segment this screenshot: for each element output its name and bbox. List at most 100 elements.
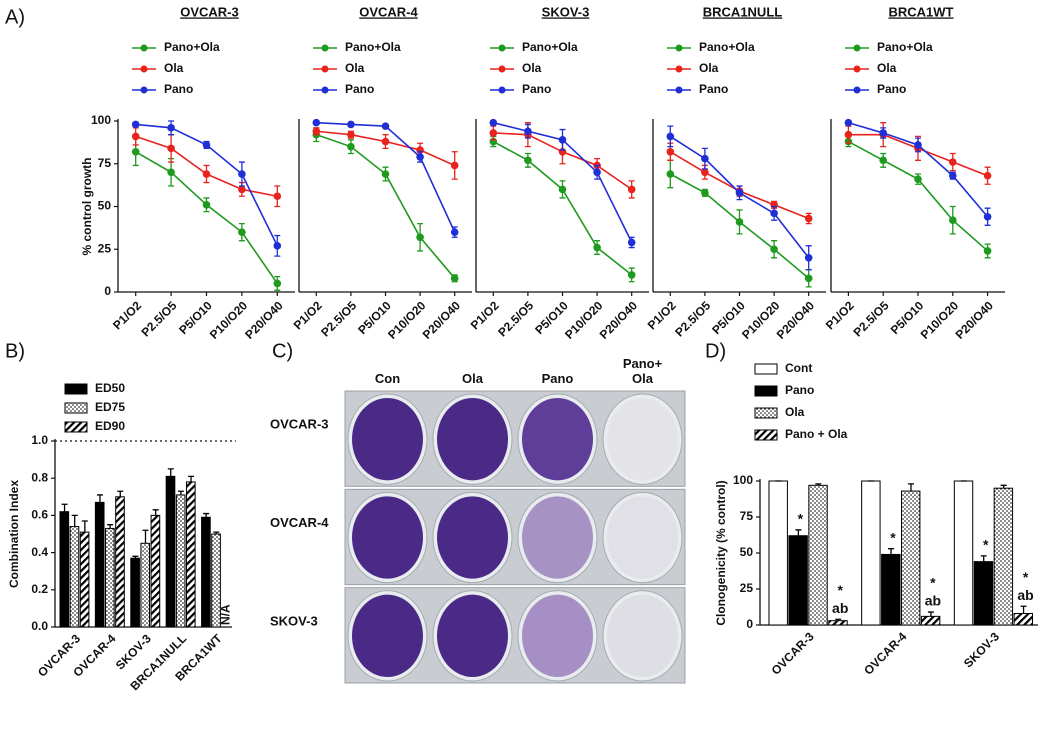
panel-label: C) xyxy=(272,340,293,362)
data-point xyxy=(593,244,601,252)
legend-marker xyxy=(854,45,861,52)
legend-swatch xyxy=(65,422,87,432)
legend-marker xyxy=(141,87,148,94)
data-point xyxy=(347,143,355,151)
bar xyxy=(80,532,89,627)
data-point xyxy=(382,122,390,130)
y-tick-label: 50 xyxy=(98,199,112,213)
legend-label: Ola xyxy=(345,61,365,75)
data-point xyxy=(984,172,992,180)
data-point xyxy=(167,169,175,177)
data-point xyxy=(736,189,744,197)
data-point xyxy=(805,254,813,262)
data-point xyxy=(628,239,636,247)
data-point xyxy=(701,169,709,177)
legend-swatch xyxy=(755,364,777,374)
legend-label: Pano+Ola xyxy=(699,40,755,54)
bar xyxy=(95,502,104,627)
row-label: SKOV-3 xyxy=(270,613,318,628)
data-point xyxy=(451,275,459,283)
x-tick-label: P2.5/O5 xyxy=(495,298,536,339)
na-label: N/A xyxy=(219,604,233,625)
error-bar xyxy=(1021,606,1027,613)
y-tick-label: 0 xyxy=(104,284,111,298)
bar xyxy=(70,527,79,627)
data-point xyxy=(667,133,675,141)
legend-label: Pano xyxy=(522,82,551,96)
y-tick-label: 0.2 xyxy=(31,582,48,596)
significance-label: * xyxy=(890,529,896,545)
column-label-box: Pano+ Ola xyxy=(600,340,685,386)
error-bar xyxy=(117,491,123,497)
data-point xyxy=(524,157,532,165)
data-point xyxy=(805,275,813,283)
legend-swatch xyxy=(755,386,777,396)
panel-label: B) xyxy=(5,340,25,362)
data-point xyxy=(593,169,601,177)
bar xyxy=(902,491,920,625)
legend-label: Ola xyxy=(785,405,805,419)
y-tick-label: 0.0 xyxy=(31,619,48,633)
legend-label: Ola xyxy=(699,61,719,75)
column-label-box: Con xyxy=(345,340,430,386)
y-tick-label: 25 xyxy=(740,581,754,595)
bar xyxy=(202,517,211,627)
data-point xyxy=(949,216,957,224)
legend-label: Pano+Ola xyxy=(877,40,933,54)
bar xyxy=(974,562,992,625)
data-point xyxy=(559,136,567,144)
data-point xyxy=(490,119,498,127)
column-label: Ola xyxy=(430,340,515,386)
data-point xyxy=(382,170,390,178)
bar xyxy=(116,497,125,627)
x-tick-label: SKOV-3 xyxy=(961,629,1002,670)
data-point xyxy=(238,228,246,236)
bar xyxy=(829,621,847,625)
significance-label: * xyxy=(1023,569,1029,585)
x-tick-label: OVCAR-3 xyxy=(769,629,817,677)
significance-label: * xyxy=(930,575,936,591)
well xyxy=(352,595,423,677)
row-label: OVCAR-3 xyxy=(270,417,329,432)
legend-label: Pano+Ola xyxy=(522,40,578,54)
y-tick-label: 0.8 xyxy=(31,470,48,484)
data-point xyxy=(167,145,175,153)
legend-marker xyxy=(141,66,148,73)
row-label: OVCAR-4 xyxy=(270,515,329,530)
column-label: Pano+ Ola xyxy=(600,340,685,386)
data-point xyxy=(238,186,246,194)
x-tick-label: P20/O40 xyxy=(420,298,464,342)
error-bar xyxy=(97,495,103,502)
well xyxy=(522,595,593,677)
data-point xyxy=(770,245,778,253)
data-point xyxy=(490,129,498,137)
error-bar xyxy=(188,476,194,482)
data-point xyxy=(132,148,140,156)
data-point xyxy=(914,175,922,183)
significance-label: ab xyxy=(832,600,848,616)
data-point xyxy=(451,228,459,236)
x-tick-label: P20/O40 xyxy=(774,298,818,342)
legend-marker xyxy=(141,45,148,52)
bar xyxy=(862,481,880,625)
x-tick-label: P1/O2 xyxy=(110,298,144,332)
y-tick-label: 0.6 xyxy=(31,508,48,522)
y-tick-label: 50 xyxy=(740,545,754,559)
legend-swatch xyxy=(755,430,777,440)
legend-marker xyxy=(322,66,329,73)
legend-label: ED90 xyxy=(95,419,125,433)
data-point xyxy=(238,170,246,178)
well xyxy=(437,398,508,480)
significance-label: * xyxy=(798,511,804,527)
error-bar xyxy=(168,469,174,476)
bar xyxy=(954,481,972,625)
data-point xyxy=(524,127,532,135)
y-tick-label: 1.0 xyxy=(31,433,48,447)
legend-marker xyxy=(854,66,861,73)
data-point xyxy=(416,153,424,161)
x-tick-label: P20/O40 xyxy=(597,298,641,342)
bar xyxy=(106,528,115,627)
data-point xyxy=(701,155,709,163)
